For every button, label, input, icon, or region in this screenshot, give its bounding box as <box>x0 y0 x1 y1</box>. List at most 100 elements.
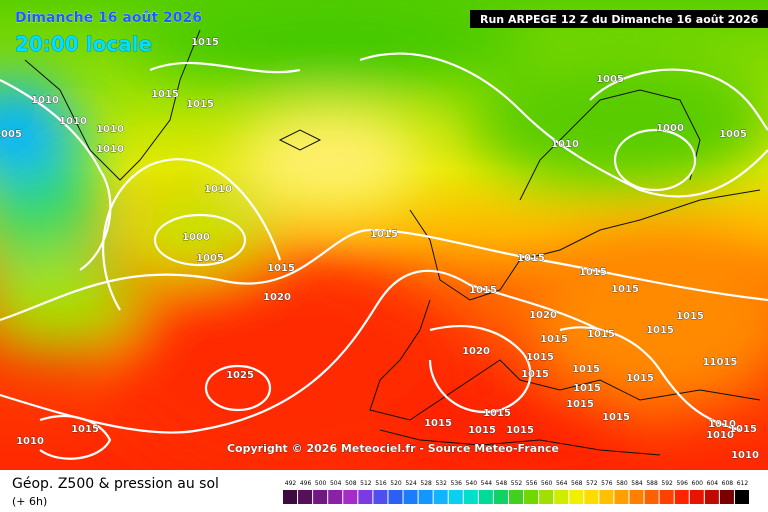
isobar-label: 1005 <box>596 74 624 85</box>
scale-label: 492 <box>285 480 297 487</box>
isobar-label: 1015 <box>191 37 219 48</box>
isobar-label: 1015 <box>71 424 99 435</box>
scale-label: 608 <box>722 480 734 487</box>
isobar-label: 1015 <box>573 383 601 394</box>
copyright: Copyright © 2026 Meteociel.fr - Source M… <box>227 442 559 455</box>
isobar-label: 1010 <box>731 450 759 461</box>
scale-label: 544 <box>481 480 493 487</box>
scale-label: 600 <box>692 480 704 487</box>
scale-swatch <box>508 490 524 504</box>
isobar-label: 1005 <box>719 129 747 140</box>
isobar-label: 1010 <box>16 436 44 447</box>
scale-label: 536 <box>451 480 463 487</box>
isobar-label: 1015 <box>424 418 452 429</box>
isobar-label: 1015 <box>506 425 534 436</box>
isobar-label: 1015 <box>676 311 704 322</box>
scale-swatch <box>524 490 539 504</box>
scale-label: 508 <box>345 480 357 487</box>
isobar-label: 1015 <box>566 399 594 410</box>
scale-label: 564 <box>556 480 568 487</box>
isobar-label: 1015 <box>646 325 674 336</box>
scale-label: 520 <box>390 480 402 487</box>
isobar-label: 1010 <box>551 139 579 150</box>
scale-swatch <box>644 490 659 504</box>
run-info: Run ARPEGE 12 Z du Dimanche 16 août 2026 <box>480 13 759 26</box>
scale-swatch <box>448 490 463 504</box>
scale-label: 568 <box>571 480 583 487</box>
isobar-label: 1015 <box>611 284 639 295</box>
scale-label: 604 <box>707 480 719 487</box>
scale-label: 588 <box>646 480 658 487</box>
isobar-label: 1015 <box>526 352 554 363</box>
isobar-label: 1010 <box>96 144 124 155</box>
isobar-label: 1015 <box>729 424 757 435</box>
scale-label: 612 <box>737 480 749 487</box>
scale-swatch <box>298 490 313 504</box>
scale-swatch <box>689 490 704 504</box>
scale-swatch <box>539 490 554 504</box>
scale-label: 592 <box>661 480 673 487</box>
isobar-label: 1015 <box>370 229 398 240</box>
scale-swatch <box>554 490 569 504</box>
isobar-label: 1010 <box>31 95 59 106</box>
scale-swatch <box>403 490 418 504</box>
isobars <box>0 52 768 460</box>
scale-swatch <box>493 490 508 504</box>
isobar-label: 1020 <box>529 310 557 321</box>
scale-label: 584 <box>631 480 643 487</box>
scale-label: 596 <box>676 480 688 487</box>
scale-label: 548 <box>496 480 508 487</box>
scale-label: 532 <box>435 480 447 487</box>
isobar-label: 1000 <box>182 232 210 243</box>
coastlines <box>24 29 761 456</box>
isobar-label: 1015 <box>602 412 630 423</box>
scale-swatch <box>358 490 373 504</box>
scale-label: 576 <box>601 480 613 487</box>
scale-swatch <box>599 490 614 504</box>
scale-swatch <box>343 490 358 504</box>
isobar-label: 1015 <box>151 89 179 100</box>
footer-subtitle: (+ 6h) <box>12 495 47 508</box>
scale-label: 540 <box>466 480 478 487</box>
scale-swatch <box>388 490 403 504</box>
scale-label: 524 <box>405 480 417 487</box>
isobar-label: 1015 <box>521 369 549 380</box>
scale-label: 572 <box>586 480 598 487</box>
scale-swatch <box>433 490 448 504</box>
isobar-label: 1015 <box>572 364 600 375</box>
footer-title: Géop. Z500 & pression au sol <box>12 476 219 492</box>
isobar-label: 1020 <box>462 346 490 357</box>
isobar-label: 1010 <box>96 124 124 135</box>
isobar-label: 1005 <box>0 129 22 140</box>
scale-swatch <box>328 490 343 504</box>
scale-swatch <box>659 490 674 504</box>
isobar-label: 1015 <box>267 263 295 274</box>
isobar-label: 1005 <box>196 253 224 264</box>
field: 1015101510151010101010101010100510101000… <box>0 0 768 470</box>
isobar-label: 1015 <box>579 267 607 278</box>
isobar-label: 1015 <box>186 99 214 110</box>
isobar-label: 1015 <box>540 334 568 345</box>
isobar-label: 1010 <box>706 430 734 441</box>
isobar-label: 1015 <box>469 285 497 296</box>
isobar-label: 1015 <box>468 425 496 436</box>
scale-swatch <box>614 490 629 504</box>
scale-swatch <box>704 490 719 504</box>
scale-label: 504 <box>330 480 342 487</box>
scale-swatch <box>569 490 584 504</box>
scale-label: 496 <box>300 480 312 487</box>
scale-swatch <box>418 490 433 504</box>
scale-label: 580 <box>616 480 628 487</box>
isobar-label: 1025 <box>226 370 254 381</box>
isobar-label: 11015 <box>703 357 738 368</box>
scale-swatch <box>478 490 493 504</box>
scale-swatch <box>629 490 644 504</box>
isobar-label: 1015 <box>517 253 545 264</box>
isobar-label: 1000 <box>656 123 684 134</box>
isobar-label: 1015 <box>483 408 511 419</box>
scale-swatch <box>674 490 689 504</box>
scale-label: 512 <box>360 480 372 487</box>
isobar-label: 1015 <box>587 329 615 340</box>
scale-swatch <box>463 490 478 504</box>
scale-swatch <box>313 490 328 504</box>
